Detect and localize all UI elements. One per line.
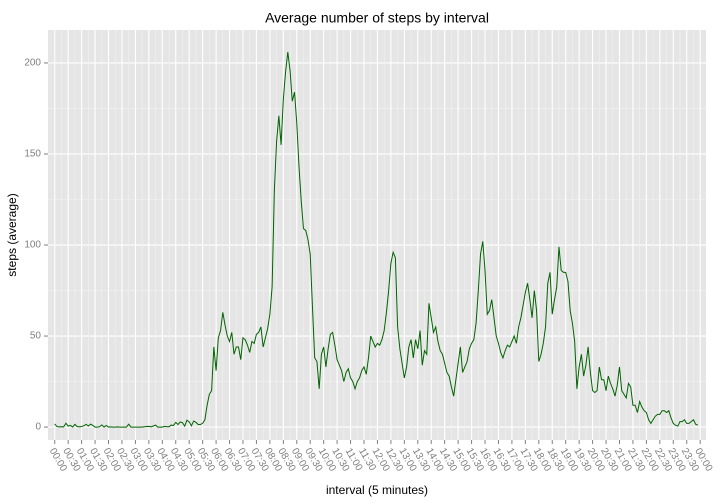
data-line [54,51,699,428]
chart-title: Average number of steps by interval [265,10,489,26]
y-tick-label: 100 [24,240,41,251]
y-axis-title: steps (average) [5,193,19,276]
y-tick-label: 0 [35,422,41,433]
y-tick-label: 200 [24,58,41,69]
x-axis-title: interval (5 minutes) [326,483,428,497]
y-tick-label: 150 [24,149,41,160]
y-tick-label: 50 [30,331,42,342]
